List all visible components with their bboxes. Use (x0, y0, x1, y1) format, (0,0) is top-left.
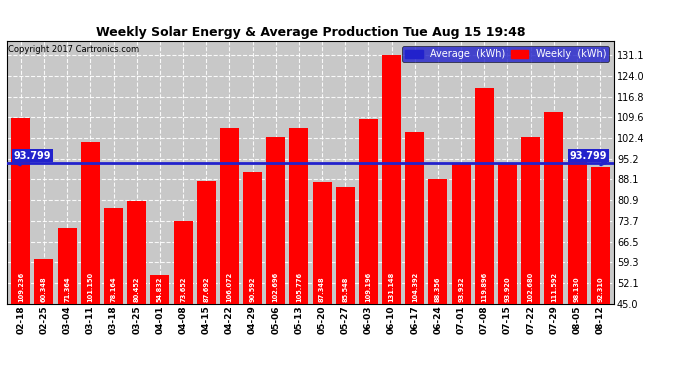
Text: 73.652: 73.652 (180, 277, 186, 302)
Bar (104, 208, 123, 304)
Text: 88.356: 88.356 (435, 277, 441, 302)
Text: 80.452: 80.452 (134, 277, 139, 302)
Text: 119.896: 119.896 (482, 272, 487, 302)
Bar (313, 182, 332, 304)
Bar (336, 187, 355, 304)
Bar (567, 150, 586, 304)
Bar (197, 181, 216, 304)
Bar (544, 112, 563, 304)
Bar (521, 137, 540, 304)
Text: 93.799: 93.799 (570, 151, 607, 160)
Text: 93.920: 93.920 (504, 277, 511, 302)
Text: 101.150: 101.150 (88, 272, 93, 302)
Text: 54.832: 54.832 (157, 277, 163, 302)
Bar (11, 118, 30, 304)
Bar (266, 137, 285, 304)
Bar (359, 118, 378, 304)
Bar (243, 172, 262, 304)
Bar (591, 167, 610, 304)
Bar (150, 275, 169, 304)
Bar (81, 142, 100, 304)
Bar (58, 228, 77, 304)
Text: 105.776: 105.776 (296, 272, 302, 302)
Bar (452, 163, 471, 304)
Bar (382, 55, 401, 304)
Title: Weekly Solar Energy & Average Production Tue Aug 15 19:48: Weekly Solar Energy & Average Production… (96, 26, 525, 39)
Text: 106.072: 106.072 (226, 272, 233, 302)
Bar (220, 128, 239, 304)
Bar (34, 260, 54, 304)
Text: 71.364: 71.364 (64, 277, 70, 302)
Bar (127, 201, 146, 304)
Bar (428, 178, 448, 304)
Text: 104.392: 104.392 (412, 272, 417, 302)
Text: 102.696: 102.696 (273, 272, 279, 302)
Bar (475, 88, 494, 304)
Text: 109.236: 109.236 (18, 272, 24, 302)
Text: 90.592: 90.592 (250, 277, 255, 302)
Text: Copyright 2017 Cartronics.com: Copyright 2017 Cartronics.com (8, 45, 139, 54)
Text: 93.799: 93.799 (14, 151, 51, 160)
Text: 102.680: 102.680 (528, 272, 533, 302)
Text: 111.592: 111.592 (551, 272, 557, 302)
Legend: Average  (kWh), Weekly  (kWh): Average (kWh), Weekly (kWh) (402, 46, 609, 62)
Bar (498, 163, 517, 304)
Text: 98.130: 98.130 (574, 277, 580, 302)
Text: 131.148: 131.148 (388, 272, 395, 302)
Text: 60.348: 60.348 (41, 277, 47, 302)
Text: 93.932: 93.932 (458, 277, 464, 302)
Text: 87.348: 87.348 (319, 277, 325, 302)
Text: 87.692: 87.692 (204, 277, 209, 302)
Text: 92.310: 92.310 (597, 277, 603, 302)
Bar (173, 221, 193, 304)
Text: 78.164: 78.164 (110, 277, 117, 302)
Text: 109.196: 109.196 (366, 272, 371, 302)
Text: 85.548: 85.548 (342, 277, 348, 302)
Bar (405, 132, 424, 304)
Bar (289, 128, 308, 304)
